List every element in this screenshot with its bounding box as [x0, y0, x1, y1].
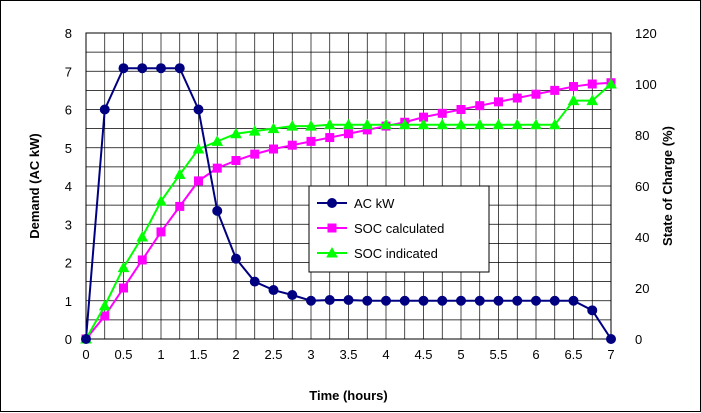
point-soc-calculated: [176, 202, 184, 210]
point-ac-kw: [457, 296, 466, 305]
legend-label-soc-indicated: SOC indicated: [354, 246, 438, 261]
y-right-tick-label: 100: [635, 77, 657, 92]
y-left-tick-label: 0: [65, 332, 72, 347]
x-tick-label: 4: [382, 347, 389, 362]
point-soc-calculated: [232, 157, 240, 165]
point-ac-kw: [494, 296, 503, 305]
y-left-tick-label: 4: [65, 179, 72, 194]
x-tick-label: 1.5: [189, 347, 207, 362]
point-ac-kw: [307, 296, 316, 305]
point-soc-calculated: [138, 256, 146, 264]
point-soc-calculated: [270, 145, 278, 153]
point-soc-calculated: [588, 80, 596, 88]
y-right-tick-label: 0: [635, 332, 642, 347]
point-soc-calculated: [495, 98, 503, 106]
y-right-tick-label: 20: [635, 281, 649, 296]
x-axis-title: Time (hours): [309, 388, 388, 403]
y-right-tick-label: 80: [635, 128, 649, 143]
point-ac-kw: [232, 254, 241, 263]
y-right-axis-title: State of Charge (%): [660, 126, 675, 246]
x-tick-label: 4.5: [414, 347, 432, 362]
legend-label-ac-kw: AC kW: [354, 196, 395, 211]
y-left-tick-label: 3: [65, 217, 72, 232]
point-ac-kw: [400, 296, 409, 305]
point-soc-calculated: [101, 312, 109, 320]
y-left-tick-label: 1: [65, 294, 72, 309]
y-left-axis-title: Demand (AC kW): [27, 133, 42, 238]
x-tick-label: 2: [232, 347, 239, 362]
point-soc-calculated: [532, 90, 540, 98]
y-right-tick-label: 40: [635, 230, 649, 245]
point-soc-calculated: [457, 106, 465, 114]
point-ac-kw: [250, 277, 259, 286]
point-ac-kw: [325, 295, 334, 304]
point-ac-kw: [288, 291, 297, 300]
point-soc-calculated: [213, 164, 221, 172]
x-tick-label: 3: [307, 347, 314, 362]
point-ac-kw: [382, 296, 391, 305]
legend-marker-soc-calculated: [328, 224, 336, 232]
point-ac-kw: [607, 335, 616, 344]
point-soc-calculated: [288, 141, 296, 149]
point-ac-kw: [269, 286, 278, 295]
point-ac-kw: [194, 105, 203, 114]
point-ac-kw: [550, 296, 559, 305]
y-right-tick-label: 60: [635, 179, 649, 194]
y-left-tick-label: 6: [65, 103, 72, 118]
point-soc-calculated: [570, 83, 578, 91]
point-soc-calculated: [157, 228, 165, 236]
x-tick-label: 2.5: [264, 347, 282, 362]
point-soc-calculated: [345, 130, 353, 138]
y-left-tick-label: 2: [65, 256, 72, 271]
point-ac-kw: [344, 295, 353, 304]
x-tick-label: 5: [457, 347, 464, 362]
point-soc-calculated: [307, 137, 315, 145]
x-tick-label: 5.5: [489, 347, 507, 362]
point-ac-kw: [438, 296, 447, 305]
point-ac-kw: [475, 296, 484, 305]
x-tick-label: 7: [607, 347, 614, 362]
x-tick-label: 0: [82, 347, 89, 362]
y-right-tick-label: 120: [635, 26, 657, 41]
point-soc-calculated: [120, 284, 128, 292]
point-soc-calculated: [195, 177, 203, 185]
point-ac-kw: [419, 296, 428, 305]
point-soc-calculated: [438, 109, 446, 117]
x-tick-label: 0.5: [114, 347, 132, 362]
point-ac-kw: [569, 296, 578, 305]
x-tick-label: 1: [157, 347, 164, 362]
point-ac-kw: [213, 206, 222, 215]
point-soc-calculated: [551, 86, 559, 94]
y-left-tick-label: 8: [65, 26, 72, 41]
point-ac-kw: [513, 296, 522, 305]
point-ac-kw: [363, 296, 372, 305]
y-left-tick-label: 7: [65, 64, 72, 79]
legend-marker-ac-kw: [328, 199, 337, 208]
point-soc-calculated: [326, 134, 334, 142]
x-tick-label: 6: [532, 347, 539, 362]
x-tick-label: 6.5: [564, 347, 582, 362]
legend-label-soc-calculated: SOC calculated: [354, 221, 444, 236]
y-left-tick-label: 5: [65, 141, 72, 156]
point-ac-kw: [588, 306, 597, 315]
point-ac-kw: [82, 335, 91, 344]
point-soc-calculated: [251, 150, 259, 158]
point-ac-kw: [175, 64, 184, 73]
point-ac-kw: [138, 64, 147, 73]
x-tick-label: 3.5: [339, 347, 357, 362]
point-ac-kw: [157, 64, 166, 73]
point-ac-kw: [119, 64, 128, 73]
point-ac-kw: [532, 296, 541, 305]
point-soc-calculated: [513, 94, 521, 102]
point-ac-kw: [100, 105, 109, 114]
point-soc-calculated: [476, 102, 484, 110]
